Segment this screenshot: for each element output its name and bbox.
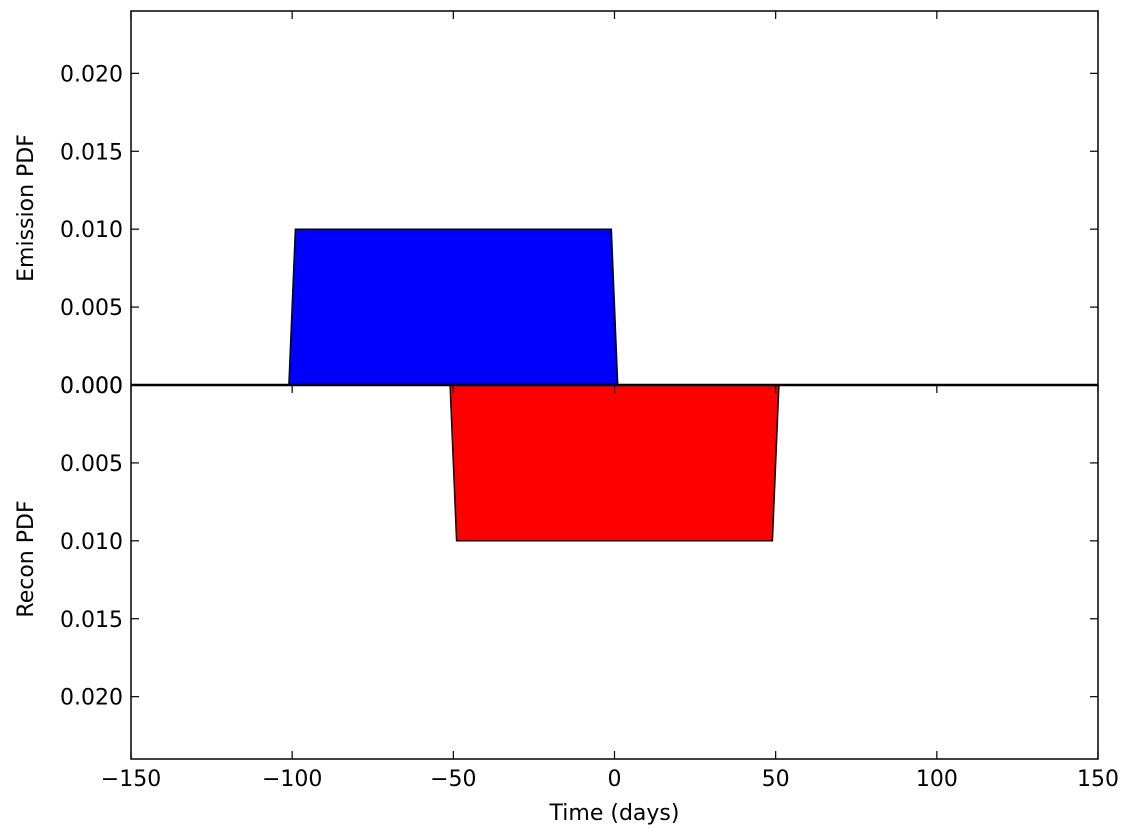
y-tick-label-emission: 0.010 [60,218,123,243]
y-axis-label-emission: Emission PDF [14,134,39,282]
emission-area [288,228,619,386]
x-tick-label: −100 [262,767,322,792]
plot-frame [130,10,1099,760]
x-tick-label: 150 [1077,767,1119,792]
y-tick-label-recon: 0.015 [60,608,123,633]
y-tick-label-emission: 0.015 [60,140,123,165]
x-tick-label: 0 [608,767,622,792]
y-tick-label-recon: 0.000 [60,374,123,399]
y-axis-label-recon: Recon PDF [14,500,39,617]
x-tick-label: 50 [762,767,790,792]
y-tick-label-emission: 0.000 [60,374,123,399]
x-tick-label: −50 [430,767,476,792]
x-tick-label: 100 [916,767,958,792]
y-tick-label-recon: 0.010 [60,530,123,555]
recon-area [449,384,780,542]
axis-ticks: −150 −100 −50 0 50 100 150 0.000 0.005 0.010 0.015… [60,11,1119,792]
y-tick-label-recon: 0.020 [60,686,123,711]
y-tick-label-emission: 0.005 [60,296,123,321]
x-axis-label: Time (days) [549,801,680,826]
y-tick-label-recon: 0.005 [60,452,123,477]
x-tick-label: −150 [101,767,161,792]
y-tick-label-emission: 0.020 [60,62,123,87]
